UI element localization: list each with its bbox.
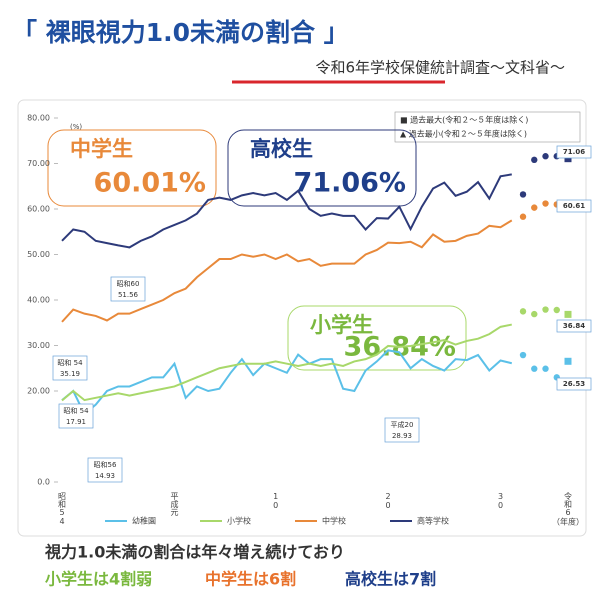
y-tick-label: 0.0 bbox=[37, 478, 50, 487]
point bbox=[542, 306, 549, 313]
series-line bbox=[61, 349, 513, 416]
title: 「 裸眼視力1.0未満の割合 」 bbox=[12, 18, 349, 47]
annotation-value: 36.84 bbox=[563, 322, 585, 330]
y-unit: (%) bbox=[70, 123, 82, 131]
series-line bbox=[61, 323, 512, 402]
y-tick-label: 70.00 bbox=[27, 159, 50, 168]
y-tick-label: 40.00 bbox=[27, 296, 50, 305]
footer-line: 視力1.0未満の割合は年々増え続けており bbox=[44, 543, 345, 562]
legend-label: 幼稚園 bbox=[132, 516, 156, 526]
annotation-box bbox=[556, 319, 592, 333]
annotation-value: 14.93 bbox=[95, 472, 115, 480]
point bbox=[542, 200, 549, 207]
subtitle: 令和6年学校保健統計調査～文科省～ bbox=[315, 59, 565, 77]
x-tick-label: 30 bbox=[496, 492, 505, 510]
point bbox=[531, 156, 538, 164]
annotation-label: 昭和60 bbox=[117, 279, 140, 288]
y-tick-label: 30.00 bbox=[27, 341, 50, 350]
annotation-label: 昭和 54 bbox=[57, 358, 83, 367]
footer-part: 中学生は6割 bbox=[205, 570, 296, 589]
annotation-value: 35.19 bbox=[60, 370, 80, 378]
annotation-box bbox=[384, 417, 420, 443]
point bbox=[542, 153, 549, 160]
x-tick-label: 20 bbox=[384, 492, 393, 510]
legend-label: 高等学校 bbox=[417, 516, 449, 526]
point bbox=[542, 365, 549, 372]
x-tick-label: 令和6 bbox=[564, 491, 573, 517]
y-tick-label: 50.00 bbox=[27, 250, 50, 259]
legend-label: 小学校 bbox=[227, 516, 251, 526]
callout-value: 60.01% bbox=[94, 168, 206, 199]
legend-note: ▲ 過去最小(令和２～５年度は除く) bbox=[400, 129, 527, 139]
annotation-box bbox=[556, 377, 592, 391]
annotation-box bbox=[556, 199, 592, 213]
footer-part: 小学生は4割弱 bbox=[45, 570, 152, 589]
max-marker bbox=[564, 155, 572, 163]
y-tick-label: 60.00 bbox=[27, 205, 50, 214]
annotation-value: 28.93 bbox=[392, 432, 412, 440]
annotation-value: 51.56 bbox=[118, 291, 139, 299]
callout-name: 小学生 bbox=[310, 313, 373, 337]
point bbox=[519, 213, 527, 220]
annotation-value: 26.53 bbox=[563, 380, 585, 388]
legend-note-box bbox=[394, 111, 581, 143]
annotation-label: 昭和56 bbox=[94, 460, 117, 469]
annotation-box bbox=[58, 403, 94, 429]
point bbox=[531, 310, 538, 318]
point bbox=[519, 308, 527, 315]
callout-name: 中学生 bbox=[70, 137, 133, 161]
x-tick-label: 10 bbox=[271, 492, 280, 510]
callout-box bbox=[227, 129, 417, 207]
x-unit: （年度） bbox=[552, 517, 584, 527]
legend-note: ■ 過去最大(令和２～５年度は除く) bbox=[400, 115, 528, 125]
annotation-box bbox=[52, 355, 88, 381]
point bbox=[519, 351, 527, 359]
legend-label: 中学校 bbox=[322, 516, 346, 526]
point bbox=[531, 365, 538, 372]
annotation-label: 昭和 54 bbox=[63, 406, 89, 415]
point bbox=[553, 306, 560, 314]
annotation-label: 平成20 bbox=[391, 420, 414, 429]
annotation-box bbox=[110, 276, 146, 302]
point bbox=[531, 204, 538, 211]
callout-box bbox=[287, 305, 467, 371]
annotation-value: 17.91 bbox=[66, 418, 86, 426]
annotation-value: 71.06 bbox=[563, 148, 585, 156]
callout-name: 高校生 bbox=[250, 137, 313, 161]
max-marker bbox=[564, 310, 572, 318]
y-tick-label: 20.00 bbox=[27, 387, 50, 396]
x-tick-label: 平成元 bbox=[170, 492, 179, 517]
callout-box bbox=[47, 129, 217, 207]
y-tick-label: 80.00 bbox=[27, 114, 50, 123]
footer-part: 高校生は7割 bbox=[345, 570, 436, 589]
annotation-box bbox=[556, 145, 592, 159]
series-line bbox=[61, 219, 513, 323]
x-tick-label: 昭和54 bbox=[58, 492, 67, 526]
max-marker bbox=[564, 357, 572, 365]
point bbox=[519, 191, 527, 198]
annotation-box bbox=[87, 457, 123, 483]
card bbox=[17, 99, 587, 537]
callout-value: 71.06% bbox=[294, 168, 406, 199]
annotation-value: 60.61 bbox=[563, 202, 585, 210]
series-line bbox=[61, 173, 512, 249]
